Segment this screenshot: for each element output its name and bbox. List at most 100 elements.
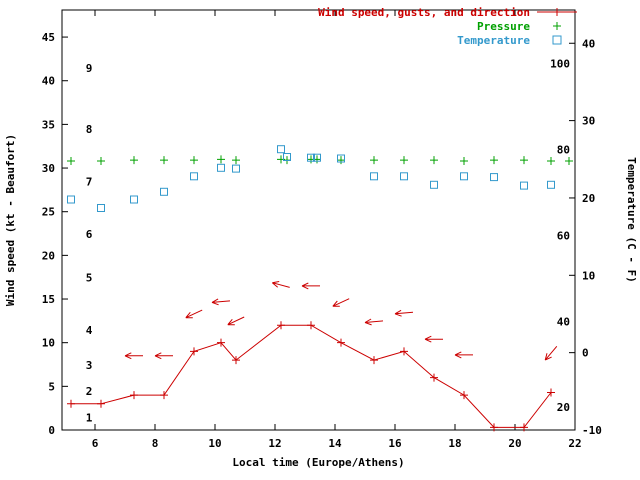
- wind-point-marker: [370, 356, 378, 365]
- gust-direction-arrow: [454, 351, 473, 359]
- y-right-tick-label: -10: [582, 424, 602, 437]
- y-right-tick-label: 30: [582, 115, 595, 128]
- temperature-point-marker: [313, 153, 321, 162]
- gust-direction-arrow: [544, 345, 558, 361]
- x-tick-label: 10: [208, 437, 221, 450]
- temperature-point-marker: [460, 172, 468, 181]
- x-tick-label: 6: [92, 437, 99, 450]
- temperature-point-marker: [160, 187, 168, 196]
- wind-point-marker: [430, 373, 438, 382]
- wind-point-marker: [232, 356, 240, 365]
- pressure-point-marker: [232, 156, 240, 165]
- y-left-axis-title: Wind speed (kt - Beaufort): [4, 134, 17, 306]
- pressure-point-marker: [217, 155, 225, 164]
- y-left-tick-label: 25: [42, 206, 55, 219]
- wind-point-marker: [130, 391, 138, 400]
- y-right-tick-label: 40: [582, 37, 595, 50]
- x-tick-label: 12: [268, 437, 281, 450]
- pressure-point-marker: [190, 156, 198, 165]
- x-tick-label: 14: [328, 437, 342, 450]
- gust-direction-arrow: [332, 298, 350, 307]
- y-left-tick-label: 45: [42, 31, 55, 44]
- legend-label: Wind speed, gusts, and direction: [318, 6, 530, 19]
- legend-label: Pressure: [477, 20, 530, 33]
- wind-point-marker: [190, 347, 198, 356]
- wind-point-marker: [400, 347, 408, 356]
- y-left-tick-label: 0: [48, 424, 55, 437]
- y-left-tick-label: 10: [42, 337, 55, 350]
- temperature-point-marker: [370, 172, 378, 181]
- temperature-point-marker: [283, 153, 291, 161]
- pressure-point-marker: [490, 156, 498, 165]
- temperature-point-marker: [400, 172, 408, 181]
- pressure-point-marker: [460, 157, 468, 166]
- pressure-point-marker: [67, 157, 75, 166]
- y-left-tick-label: 15: [42, 293, 55, 306]
- temperature-point-marker: [97, 204, 105, 212]
- beaufort-scale-label: 4: [86, 324, 93, 337]
- fahrenheit-scale-label: 20: [557, 401, 570, 414]
- temperature-point-marker: [67, 195, 75, 204]
- beaufort-scale-label: 8: [86, 123, 93, 136]
- y-right-tick-label: 0: [582, 347, 589, 360]
- y-left-tick-label: 30: [42, 162, 55, 175]
- y-right-axis-title: Temperature (C - F): [625, 157, 638, 283]
- beaufort-scale-label: 2: [86, 385, 93, 398]
- x-tick-label: 16: [388, 437, 402, 450]
- fahrenheit-scale-label: 100: [550, 57, 570, 70]
- pressure-point-marker: [370, 156, 378, 165]
- wind-point-marker: [217, 338, 225, 347]
- y-left-tick-label: 40: [42, 75, 55, 88]
- gust-direction-arrow: [394, 309, 414, 317]
- wind-point-marker: [460, 391, 468, 400]
- plot-border: [61, 9, 576, 431]
- pressure-point-marker: [565, 157, 573, 166]
- temperature-point-marker: [490, 173, 498, 182]
- wind-point-marker: [307, 321, 315, 330]
- beaufort-scale-label: 5: [86, 272, 93, 285]
- fahrenheit-scale-label: 60: [557, 229, 570, 242]
- wind-point-marker: [490, 423, 498, 432]
- gust-direction-arrow: [424, 335, 443, 343]
- wind-point-marker: [277, 321, 285, 330]
- pressure-point-marker: [97, 157, 105, 166]
- x-tick-label: 8: [152, 437, 159, 450]
- x-tick-label: 20: [508, 437, 521, 450]
- y-right-tick-label: 20: [582, 192, 595, 205]
- temperature-point-marker: [277, 145, 285, 154]
- beaufort-scale-label: 3: [86, 359, 93, 372]
- temperature-point-marker: [547, 180, 555, 189]
- gust-direction-arrow: [364, 318, 384, 326]
- pressure-point-marker: [430, 156, 438, 165]
- gust-direction-arrow: [211, 298, 231, 306]
- temperature-point-marker: [307, 153, 315, 162]
- wind-point-marker: [337, 338, 345, 347]
- beaufort-scale-label: 7: [86, 176, 93, 189]
- gust-direction-arrow: [154, 352, 173, 360]
- beaufort-scale-label: 6: [86, 228, 93, 241]
- wind-point-marker: [67, 399, 75, 408]
- pressure-point-marker: [130, 156, 138, 165]
- x-axis-title: Local time (Europe/Athens): [232, 456, 404, 469]
- gust-direction-arrow: [301, 282, 320, 290]
- pressure-point-marker: [160, 156, 168, 165]
- pressure-point-marker: [400, 156, 408, 165]
- temperature-point-marker: [232, 164, 240, 173]
- wind-point-marker: [520, 423, 528, 432]
- fahrenheit-scale-label: 40: [557, 315, 570, 328]
- beaufort-scale-label: 1: [86, 411, 93, 424]
- x-tick-label: 22: [568, 437, 581, 450]
- temperature-point-marker: [130, 195, 138, 204]
- legend-plus-marker: [553, 22, 561, 30]
- wind-point-marker: [160, 391, 168, 400]
- gust-direction-arrow: [227, 316, 245, 326]
- legend-label: Temperature: [457, 34, 530, 47]
- legend-square-marker: [552, 35, 562, 45]
- temperature-point-marker: [217, 163, 225, 172]
- legend-plus-marker: [553, 8, 561, 16]
- y-left-tick-label: 35: [42, 118, 55, 131]
- temperature-point-marker: [430, 180, 438, 189]
- pressure-point-marker: [337, 156, 345, 165]
